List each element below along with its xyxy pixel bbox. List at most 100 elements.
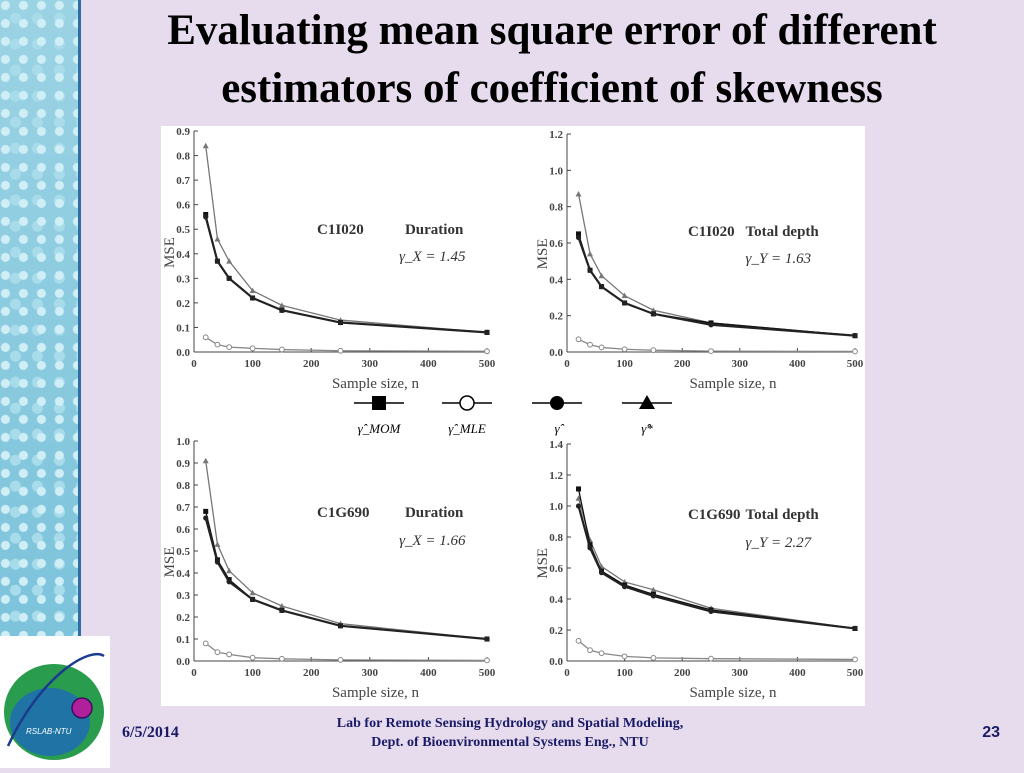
- data-point-open-circle: [279, 655, 285, 662]
- title-line-2: estimators of coefficient of skewness: [221, 65, 883, 112]
- data-point-circle: [650, 311, 656, 317]
- data-point-circle: [852, 333, 858, 339]
- gamma-label: γ_Y = 1.63: [746, 251, 812, 267]
- data-point-circle: [708, 322, 714, 328]
- series-line: [577, 233, 856, 337]
- x-axis-label: Sample size, n: [689, 376, 777, 392]
- gamma-label: γ_X = 1.66: [399, 533, 466, 549]
- data-point-circle: [598, 284, 605, 290]
- data-point-circle: [575, 234, 582, 241]
- legend-triangle-marker: [639, 395, 655, 409]
- y-tick-label: 0.2: [176, 298, 190, 310]
- x-tick-label: 100: [616, 358, 633, 370]
- data-point-square: [203, 508, 209, 514]
- legend: γ̂_MOM γ̂_MLE γ̂ γ̂*: [354, 395, 672, 436]
- x-tick-label: 500: [479, 667, 496, 679]
- logo: RSLAB-NTU: [0, 636, 110, 768]
- data-point-square: [576, 486, 582, 492]
- data-point-open-circle: [587, 647, 593, 654]
- y-tick-label: 0.3: [176, 590, 190, 602]
- chart-panel-1: 0.0 0.1 0.2 0.3 0.4 0.5 0.6 0.7 0.8 0.9 0 100 200 300…: [162, 126, 496, 392]
- footer-lab-line-2: Dept. of Bioenvironmental Systems Eng., …: [371, 735, 649, 750]
- x-tick-label: 500: [479, 358, 496, 370]
- variable-label: Duration: [405, 505, 464, 521]
- station-label: C1I020: [688, 224, 735, 240]
- chart-panel-3: 0.0 0.1 0.2 0.3 0.4 0.5 0.6 0.7 0.8 0.9 1.0 0 100 200…: [162, 436, 496, 701]
- data-point-triangle: [249, 589, 256, 596]
- data-point-triangle: [575, 190, 582, 197]
- data-point-open-circle: [337, 347, 344, 354]
- data-point-circle: [203, 515, 209, 521]
- y-tick-label: 0.5: [176, 224, 190, 236]
- data-point-open-circle: [852, 348, 858, 355]
- data-point-open-circle: [484, 348, 490, 355]
- y-tick-label: 0.0: [176, 347, 190, 359]
- data-point-open-circle: [587, 341, 593, 348]
- y-tick-label: 1.4: [549, 439, 563, 451]
- series-line: [577, 237, 856, 337]
- series-line: [578, 338, 856, 353]
- series-line: [205, 336, 488, 352]
- data-point-circle: [226, 579, 232, 585]
- y-tick-label: 0.1: [176, 322, 190, 334]
- y-tick-label: 0.8: [176, 151, 190, 163]
- y-tick-label: 0.4: [549, 594, 563, 606]
- y-tick-label: 0.6: [176, 200, 190, 212]
- legend-label: γ̂*: [641, 421, 653, 436]
- y-tick-label: 0.1: [176, 634, 190, 646]
- data-point-triangle: [226, 258, 233, 264]
- y-tick-label: 0.8: [549, 532, 563, 544]
- data-point-open-circle: [226, 344, 233, 350]
- data-point-circle: [214, 258, 221, 264]
- data-point-circle: [598, 570, 605, 576]
- x-tick-label: 200: [674, 667, 691, 679]
- data-point-circle: [214, 559, 221, 565]
- slide-title: Evaluating mean square error of differen…: [80, 2, 1024, 118]
- station-label: C1I020: [317, 222, 364, 238]
- data-point-circle: [650, 593, 656, 599]
- x-tick-label: 200: [303, 358, 320, 370]
- data-point-triangle: [214, 541, 221, 547]
- y-tick-label: 0.0: [176, 656, 190, 668]
- x-axis-label: Sample size, n: [332, 685, 420, 701]
- data-point-circle: [587, 545, 593, 551]
- y-tick-label: 0.7: [176, 502, 190, 514]
- data-point-triangle: [249, 287, 256, 294]
- data-point-circle: [484, 329, 490, 335]
- data-point-triangle: [202, 142, 209, 149]
- x-tick-label: 400: [789, 667, 806, 679]
- data-point-open-circle: [214, 649, 221, 656]
- data-point-circle: [337, 623, 344, 629]
- y-tick-label: 0.0: [549, 347, 563, 359]
- data-point-circle: [250, 295, 256, 301]
- y-tick-label: 1.0: [176, 436, 190, 448]
- data-point-open-circle: [202, 334, 209, 341]
- y-tick-label: 0.6: [549, 563, 563, 575]
- data-point-circle: [250, 596, 256, 602]
- footer-lab-line-1: Lab for Remote Sensing Hydrology and Spa…: [336, 716, 684, 731]
- variable-label: Total depth: [746, 507, 820, 523]
- chart-panel-2: 0.0 0.2 0.4 0.6 0.8 1.0 1.2 0 100 200 300 400 500 Sam…: [535, 129, 864, 392]
- x-tick-label: 200: [674, 358, 691, 370]
- data-point-triangle: [278, 603, 285, 609]
- y-axis-label: MSE: [162, 237, 178, 268]
- data-point-open-circle: [575, 336, 582, 343]
- footer-lab: Lab for Remote Sensing Hydrology and Spa…: [240, 714, 780, 752]
- x-tick-label: 300: [362, 358, 379, 370]
- data-point-circle: [337, 319, 344, 326]
- page-number: 23: [982, 724, 1000, 741]
- data-point-open-circle: [484, 657, 490, 664]
- x-tick-label: 0: [191, 358, 197, 370]
- data-point-open-circle: [708, 348, 714, 354]
- data-point-open-circle: [852, 656, 858, 663]
- y-tick-label: 1.2: [549, 470, 563, 482]
- data-point-circle: [484, 636, 490, 642]
- y-tick-label: 0.2: [549, 625, 563, 637]
- y-tick-label: 0.7: [176, 175, 190, 187]
- data-point-circle: [203, 214, 209, 220]
- data-point-triangle: [587, 250, 594, 257]
- y-axis-label: MSE: [535, 548, 551, 579]
- data-point-open-circle: [202, 640, 209, 647]
- title-line-1: Evaluating mean square error of differen…: [167, 7, 937, 54]
- y-tick-label: 0.9: [176, 126, 190, 138]
